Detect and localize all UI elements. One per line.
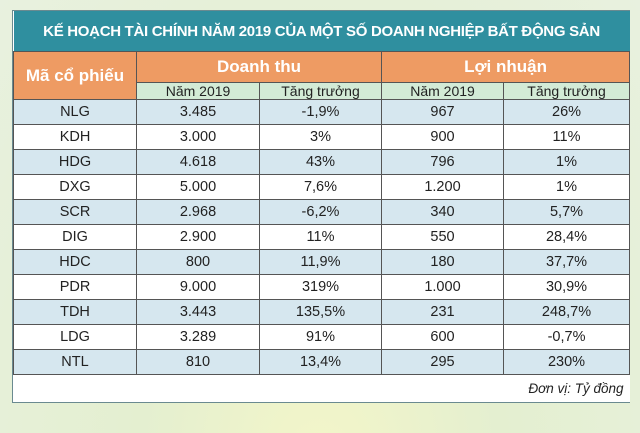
profit-2019-cell: 1.000 <box>381 274 504 300</box>
profit-growth-cell: 1% <box>502 174 631 200</box>
revenue-growth-cell: 135,5% <box>259 299 382 325</box>
revenue-2019-cell: 3.443 <box>136 299 260 325</box>
ticker-cell: HDC <box>13 249 137 275</box>
revenue-growth-cell: 7,6% <box>259 174 382 200</box>
table-row: SCR 2.968 -6,2% 340 5,7% <box>13 199 631 225</box>
ticker-cell: HDG <box>13 149 137 175</box>
profit-2019-cell: 180 <box>381 249 504 275</box>
revenue-2019-cell: 800 <box>136 249 260 275</box>
table-row: DIG 2.900 11% 550 28,4% <box>13 224 631 250</box>
revenue-2019-cell: 4.618 <box>136 149 260 175</box>
ticker-cell: DXG <box>13 174 137 200</box>
unit-note: Đơn vị: Tỷ đồng <box>13 374 630 402</box>
revenue-growth-cell: 319% <box>259 274 382 300</box>
revenue-2019-cell: 2.900 <box>136 224 260 250</box>
table-row: NTL 810 13,4% 295 230% <box>13 349 631 375</box>
profit-2019-cell: 796 <box>381 149 504 175</box>
profit-2019-cell: 295 <box>381 349 504 375</box>
table-row: LDG 3.289 91% 600 -0,7% <box>13 324 631 350</box>
ticker-cell: NTL <box>13 349 137 375</box>
profit-growth-header: Tăng trưởng <box>502 82 631 100</box>
revenue-growth-cell: 3% <box>259 124 382 150</box>
profit-2019-cell: 967 <box>381 99 504 125</box>
revenue-growth-cell: 13,4% <box>259 349 382 375</box>
profit-growth-cell: 30,9% <box>502 274 631 300</box>
revenue-header: Doanh thu <box>136 51 382 83</box>
profit-growth-cell: 248,7% <box>502 299 631 325</box>
revenue-growth-cell: -1,9% <box>259 99 382 125</box>
table-row: HDC 800 11,9% 180 37,7% <box>13 249 631 275</box>
revenue-year-header: Năm 2019 <box>136 82 260 100</box>
profit-2019-cell: 231 <box>381 299 504 325</box>
revenue-2019-cell: 810 <box>136 349 260 375</box>
ticker-cell: NLG <box>13 99 137 125</box>
profit-2019-cell: 900 <box>381 124 504 150</box>
table-row: HDG 4.618 43% 796 1% <box>13 149 631 175</box>
profit-2019-cell: 340 <box>381 199 504 225</box>
table-row: PDR 9.000 319% 1.000 30,9% <box>13 274 631 300</box>
profit-header: Lợi nhuận <box>380 51 631 83</box>
revenue-growth-cell: 43% <box>259 149 382 175</box>
profit-growth-cell: -0,7% <box>502 324 631 350</box>
profit-year-header: Năm 2019 <box>381 82 504 100</box>
ticker-cell: TDH <box>13 299 137 325</box>
ticker-header: Mã cổ phiếu <box>13 51 137 100</box>
table-row: TDH 3.443 135,5% 231 248,7% <box>13 299 631 325</box>
ticker-cell: DIG <box>13 224 137 250</box>
profit-2019-cell: 600 <box>381 324 504 350</box>
profit-growth-cell: 28,4% <box>502 224 631 250</box>
profit-growth-cell: 37,7% <box>502 249 631 275</box>
financial-plan-table: KẾ HOẠCH TÀI CHÍNH NĂM 2019 CỦA MỘT SỐ D… <box>13 11 631 402</box>
profit-growth-cell: 230% <box>502 349 631 375</box>
revenue-2019-cell: 3.000 <box>136 124 260 150</box>
revenue-growth-header: Tăng trưởng <box>259 82 382 100</box>
revenue-growth-cell: 91% <box>259 324 382 350</box>
table-row: DXG 5.000 7,6% 1.200 1% <box>13 174 631 200</box>
revenue-2019-cell: 2.968 <box>136 199 260 225</box>
revenue-2019-cell: 3.289 <box>136 324 260 350</box>
revenue-2019-cell: 5.000 <box>136 174 260 200</box>
profit-2019-cell: 550 <box>381 224 504 250</box>
ticker-cell: KDH <box>13 124 137 150</box>
table-row: KDH 3.000 3% 900 11% <box>13 124 631 150</box>
table-title: KẾ HOẠCH TÀI CHÍNH NĂM 2019 CỦA MỘT SỐ D… <box>13 11 630 52</box>
profit-growth-cell: 1% <box>502 149 631 175</box>
profit-growth-cell: 11% <box>502 124 631 150</box>
ticker-cell: SCR <box>13 199 137 225</box>
profit-growth-cell: 26% <box>502 99 631 125</box>
table-row: NLG 3.485 -1,9% 967 26% <box>13 99 631 125</box>
revenue-growth-cell: 11% <box>259 224 382 250</box>
revenue-growth-cell: -6,2% <box>259 199 382 225</box>
profit-growth-cell: 5,7% <box>502 199 631 225</box>
profit-2019-cell: 1.200 <box>381 174 504 200</box>
revenue-growth-cell: 11,9% <box>259 249 382 275</box>
revenue-2019-cell: 9.000 <box>136 274 260 300</box>
ticker-cell: LDG <box>13 324 137 350</box>
financial-plan-table-card: KẾ HOẠCH TÀI CHÍNH NĂM 2019 CỦA MỘT SỐ D… <box>12 10 631 403</box>
ticker-cell: PDR <box>13 274 137 300</box>
revenue-2019-cell: 3.485 <box>136 99 260 125</box>
